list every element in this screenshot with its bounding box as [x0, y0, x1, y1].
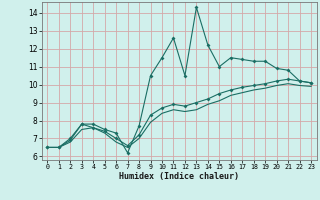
- X-axis label: Humidex (Indice chaleur): Humidex (Indice chaleur): [119, 172, 239, 181]
